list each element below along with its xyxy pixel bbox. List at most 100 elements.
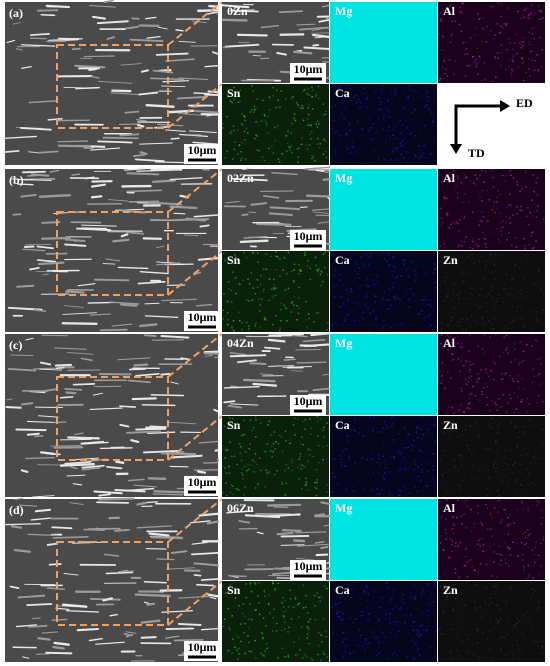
eds-signal (537, 205, 539, 207)
eds-map (438, 499, 545, 580)
eds-signal (267, 424, 269, 426)
eds-signal (244, 622, 246, 625)
particle-streak (169, 205, 198, 210)
eds-signal (427, 583, 430, 586)
eds-signal (498, 241, 500, 243)
particle-streak (121, 209, 147, 214)
eds-signal (414, 121, 416, 124)
eds-signal (382, 319, 385, 322)
eds-signal (507, 463, 509, 466)
eds-signal (399, 145, 402, 148)
eds-signal (495, 467, 498, 469)
eds-signal (445, 68, 447, 70)
eds-signal (463, 512, 466, 515)
eds-signal (527, 14, 530, 16)
eds-signal (470, 375, 473, 377)
eds-signal (228, 590, 231, 593)
eds-signal (534, 484, 537, 487)
eds-signal (470, 253, 473, 255)
eds-signal (365, 296, 368, 298)
eds-signal (239, 283, 241, 286)
eds-signal (466, 651, 469, 653)
eds-signal (533, 375, 535, 378)
eds-signal (533, 283, 536, 285)
eds-signal (391, 275, 393, 277)
eds-signal (477, 345, 479, 348)
eds-signal (237, 101, 240, 104)
scale-bar-label: 10μm (188, 640, 217, 654)
eds-signal (533, 561, 536, 564)
eds-signal (290, 302, 293, 304)
eds-signal (447, 371, 449, 373)
particle-streak (260, 24, 279, 29)
eds-signal (361, 434, 364, 437)
eds-signal (466, 318, 468, 320)
eds-signal (285, 135, 287, 138)
particle-streak (289, 334, 308, 338)
eds-signal (287, 631, 289, 633)
eds-signal (330, 252, 332, 255)
eds-signal (395, 294, 397, 297)
eds-signal (422, 588, 425, 590)
eds-signal (478, 18, 480, 20)
eds-signal (352, 621, 355, 624)
eds-signal (536, 177, 538, 179)
eds-signal (503, 490, 506, 492)
eds-signal (497, 511, 499, 514)
eds-signal (433, 436, 435, 438)
eds-signal (468, 371, 471, 373)
eds-signal (430, 604, 433, 606)
eds-signal (353, 651, 355, 654)
eds-signal (443, 299, 445, 301)
eds-signal (237, 489, 240, 491)
eds-signal (500, 64, 502, 67)
eds-signal (226, 312, 229, 314)
eds-signal (457, 321, 460, 324)
eds-signal (426, 485, 428, 487)
eds-signal (394, 266, 397, 269)
eds-signal (419, 129, 422, 132)
eds-signal (299, 455, 301, 457)
eds-signal (541, 509, 543, 511)
eds-signal (317, 653, 319, 656)
particle-streak (52, 535, 89, 539)
eds-signal (263, 288, 265, 291)
eds-signal (493, 38, 495, 40)
particle-streak (123, 167, 147, 171)
eds-signal (300, 143, 303, 146)
eds-signal (530, 232, 533, 234)
eds-signal (528, 41, 530, 43)
eds-signal (231, 101, 233, 104)
particle-streak (81, 464, 105, 469)
eds-signal (457, 192, 459, 194)
eds-signal (353, 146, 355, 149)
eds-map (222, 416, 329, 497)
eds-signal (349, 652, 351, 655)
eds-signal (541, 428, 544, 431)
eds-signal (291, 300, 294, 303)
eds-signal (505, 68, 507, 71)
eds-signal (414, 477, 417, 479)
eds-signal (401, 106, 404, 108)
eds-signal (471, 565, 474, 568)
eds-signal (302, 607, 305, 609)
eds-signal (491, 399, 493, 402)
eds-signal (481, 211, 483, 214)
particle-streak (271, 171, 298, 176)
eds-signal (450, 628, 452, 631)
eds-signal (523, 37, 526, 39)
eds-signal (354, 638, 357, 641)
eds-signal (477, 504, 479, 507)
particle-streak (314, 36, 330, 39)
eds-signal (407, 85, 410, 88)
particle-streak (193, 214, 219, 218)
particle-streak (128, 200, 160, 203)
eds-signal (362, 435, 365, 438)
eds-signal (516, 508, 519, 511)
eds-signal (451, 359, 453, 362)
eds-signal (461, 271, 463, 273)
eds-signal (421, 263, 424, 265)
particle-streak (160, 372, 171, 376)
eds-signal (353, 96, 355, 99)
eds-signal (350, 630, 353, 633)
